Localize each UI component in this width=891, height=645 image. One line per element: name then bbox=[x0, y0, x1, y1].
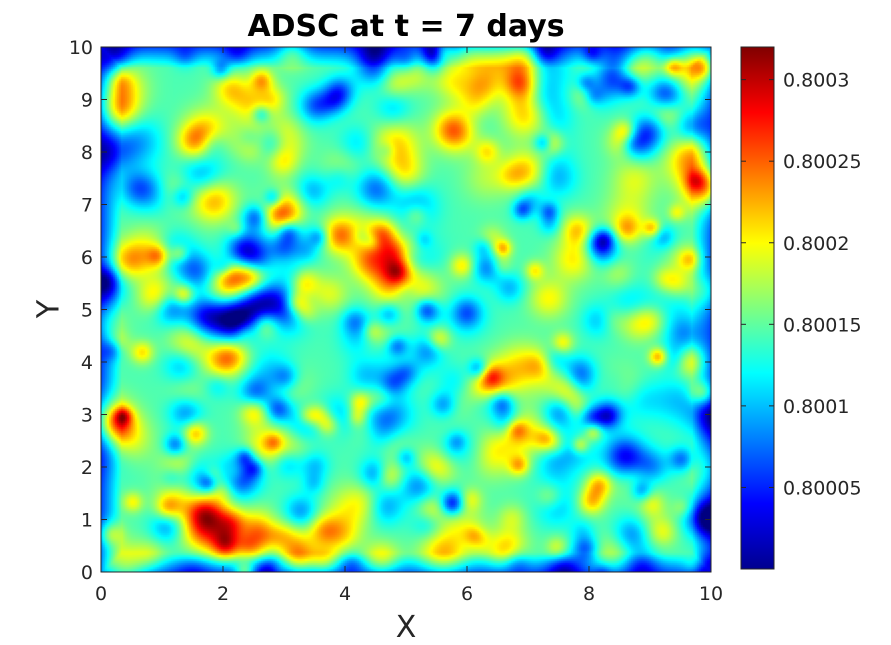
y-axis-ticks: 0 1 2 3 4 5 6 7 8 9 10 bbox=[69, 37, 711, 584]
colorbar bbox=[740, 46, 775, 570]
chart-title: ADSC at t = 7 days bbox=[247, 9, 564, 44]
x-axis-label: X bbox=[396, 610, 417, 645]
y-tick-label: 3 bbox=[81, 405, 93, 427]
x-tick-label: 2 bbox=[217, 583, 229, 605]
x-tick-label: 4 bbox=[339, 583, 351, 605]
y-tick-label: 4 bbox=[81, 352, 93, 374]
x-tick-label: 10 bbox=[699, 583, 723, 605]
y-tick-label: 9 bbox=[81, 90, 93, 112]
colorbar-tick-label: 0.80015 bbox=[783, 314, 862, 336]
y-tick-label: 2 bbox=[81, 457, 93, 479]
x-tick-label: 6 bbox=[461, 583, 473, 605]
y-axis-label: Y bbox=[32, 299, 67, 319]
x-tick-label: 8 bbox=[583, 583, 595, 605]
y-tick-label: 0 bbox=[81, 562, 93, 584]
y-tick-label: 6 bbox=[81, 247, 93, 269]
x-axis-ticks: 0 2 4 6 8 10 bbox=[95, 47, 723, 605]
colorbar-tick-label: 0.80005 bbox=[783, 477, 862, 499]
y-tick-label: 1 bbox=[81, 510, 93, 532]
colorbar-tick-label: 0.80025 bbox=[783, 151, 862, 173]
colorbar-ticks: 0.80005 0.8001 0.80015 0.8002 0.80025 0.8003 bbox=[741, 70, 862, 499]
y-tick-label: 10 bbox=[69, 37, 93, 59]
y-tick-label: 7 bbox=[81, 195, 93, 217]
y-tick-label: 5 bbox=[81, 300, 93, 322]
heatmap-field bbox=[101, 47, 711, 572]
colorbar-tick-label: 0.8001 bbox=[783, 396, 849, 418]
x-tick-label: 0 bbox=[95, 583, 107, 605]
colorbar-tick-label: 0.8002 bbox=[783, 233, 849, 255]
colorbar-tick-label: 0.8003 bbox=[783, 70, 849, 92]
y-tick-label: 8 bbox=[81, 142, 93, 164]
